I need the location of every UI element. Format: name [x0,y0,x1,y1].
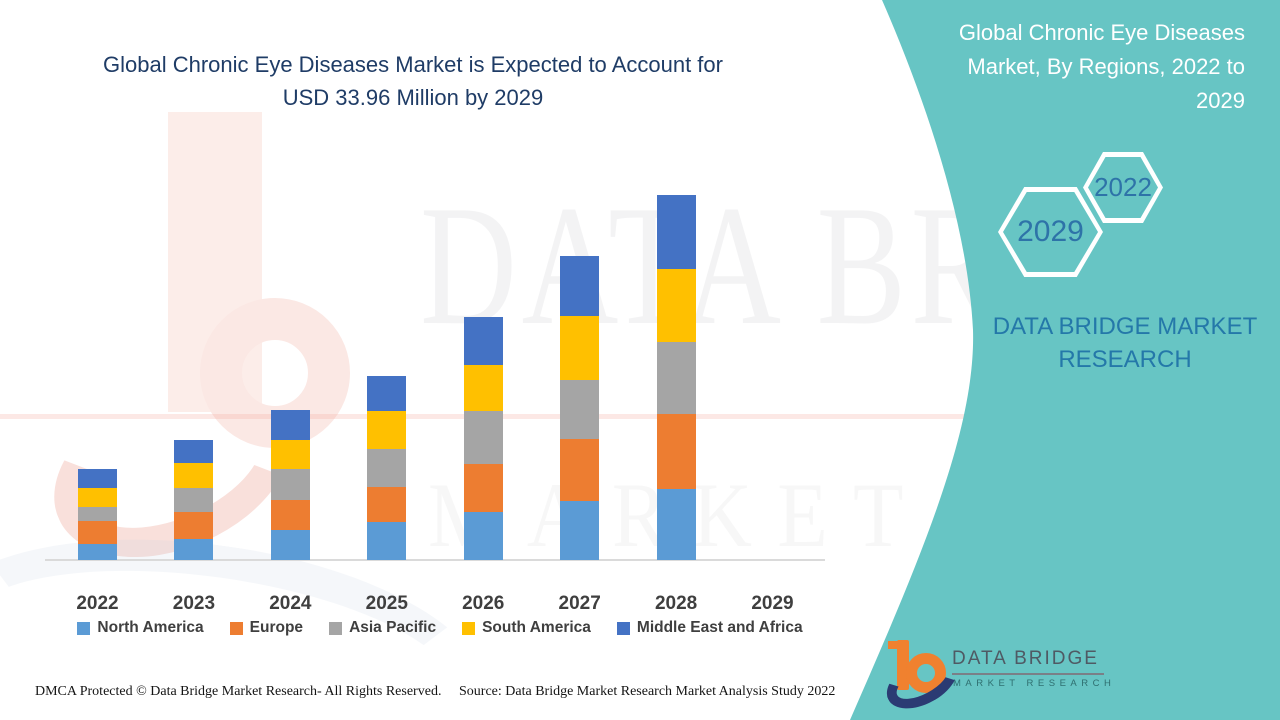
legend-item: North America [77,619,204,637]
logo-wordmark: DATA BRIDGE [952,648,1104,675]
bar-segment [367,376,407,412]
bar-2024 [270,410,310,560]
legend-swatch-icon [77,621,91,635]
bar-segment [656,342,696,414]
bar-2023 [174,440,214,560]
x-axis-label: 2026 [462,593,505,614]
bar-segment [174,512,214,539]
brand-caption: DATA BRIDGE MARKET RESEARCH [992,313,1258,373]
chart-title-line2: USD 33.96 Million by 2029 [282,85,544,110]
bar-2025 [367,376,407,560]
bar-segment [270,440,310,470]
legend: North America Europe Asia Pacific South Ame… [30,619,850,637]
x-axis-line [45,559,825,561]
side-panel-title: Global Chronic Eye Diseases Market, By R… [958,20,1245,113]
bar-segment [367,522,407,560]
bar-segment [367,411,407,450]
bar-segment [463,364,503,412]
legend-item: Middle East and Africa [616,619,803,637]
bar-segment [78,507,117,521]
logo-tagline: MARKET RESEARCH [953,678,1116,689]
bar-segment [656,489,696,560]
bar-2027 [560,256,600,560]
legend-swatch-icon [229,621,243,635]
bar-segment [560,315,600,380]
bar-segment [463,512,503,560]
bar-segment [463,464,503,513]
legend-item: Europe [229,619,304,637]
bar-segment [174,440,214,464]
x-axis-label: 2024 [269,593,312,614]
bar-segment [78,488,117,508]
bar-2026 [463,316,503,560]
bar-segment [656,268,696,343]
bar-segment [78,543,117,560]
legend-label: South America [482,619,591,636]
bar-segment [560,439,600,501]
footer-dmca-text: DMCA Protected © Data Bridge Market Rese… [35,684,442,699]
bar-segment [270,499,310,530]
chart-title-line1: Global Chronic Eye Diseases Market is Ex… [103,52,723,77]
x-axis-label: 2023 [172,593,216,614]
bar-segment [270,469,310,500]
bar-segment [367,486,407,523]
x-axis-label: 2022 [76,593,119,614]
bar-segment [560,500,600,560]
legend-label: Middle East and Africa [636,619,803,636]
chart-title: Global Chronic Eye Diseases Market is Ex… [63,48,763,114]
bar-segment [463,411,503,465]
bar-segment [656,194,696,269]
bar-segment [174,463,214,489]
legend-swatch-icon [616,621,630,635]
bar-segment [270,410,310,441]
bar-segment [78,469,117,489]
legend-label: Europe [249,619,304,636]
x-axis-label: 2025 [365,593,408,614]
bar-segment [560,256,600,316]
footer-source-text: Source: Data Bridge Market Research Mark… [459,684,836,699]
bar-segment [174,488,214,513]
legend-swatch-icon [329,621,343,635]
bar-segment [78,520,117,544]
bar-segment [174,538,214,560]
legend-item: South America [462,619,591,637]
bar-2028 [656,194,696,560]
legend-label: North America [97,619,204,636]
x-axis-label: 2028 [654,593,698,614]
legend-swatch-icon [462,621,476,635]
watermark-text-line2: MARKET RESEARCH [428,464,1280,566]
bar-segment [367,449,407,487]
legend-item: Asia Pacific [329,619,436,637]
bar-2022 [78,469,117,560]
x-axis-label: 2027 [558,593,601,614]
bar-segment [560,379,600,440]
legend-label: Asia Pacific [349,619,437,636]
bar-segment [270,529,310,560]
x-axis-label: 2029 [751,593,794,614]
bar-segment [656,413,696,490]
bar-segment [463,316,503,365]
